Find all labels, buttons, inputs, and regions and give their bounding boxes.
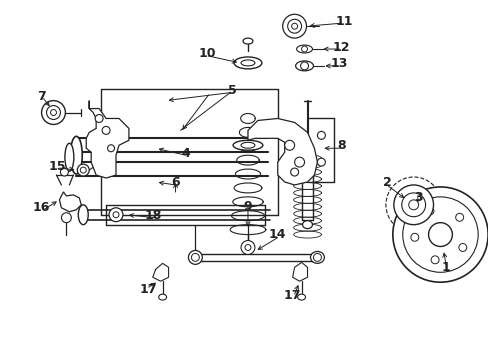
Text: 2: 2 <box>383 176 392 189</box>
Text: 17: 17 <box>284 289 301 302</box>
Ellipse shape <box>241 142 255 148</box>
Circle shape <box>192 253 199 261</box>
Text: 8: 8 <box>337 139 345 152</box>
Ellipse shape <box>241 60 255 66</box>
Circle shape <box>292 23 297 29</box>
Circle shape <box>109 208 123 222</box>
Ellipse shape <box>302 221 313 229</box>
Circle shape <box>50 109 56 116</box>
Circle shape <box>314 253 321 261</box>
Circle shape <box>60 168 69 176</box>
Ellipse shape <box>189 251 202 264</box>
Ellipse shape <box>296 45 313 53</box>
Text: 16: 16 <box>33 201 50 214</box>
Circle shape <box>459 243 467 251</box>
Circle shape <box>80 167 86 173</box>
Text: 10: 10 <box>198 48 216 60</box>
Circle shape <box>402 193 426 217</box>
Text: 12: 12 <box>333 41 350 54</box>
Circle shape <box>429 223 452 247</box>
Text: 13: 13 <box>331 57 348 71</box>
Ellipse shape <box>297 294 306 300</box>
Text: 18: 18 <box>145 209 162 222</box>
Circle shape <box>318 131 325 139</box>
Circle shape <box>42 100 65 125</box>
Ellipse shape <box>295 61 314 71</box>
Polygon shape <box>293 262 308 281</box>
Text: 11: 11 <box>336 15 353 28</box>
Text: 9: 9 <box>244 200 252 213</box>
Circle shape <box>301 46 308 52</box>
Text: 1: 1 <box>442 261 451 274</box>
Circle shape <box>393 187 488 282</box>
Text: 5: 5 <box>228 84 237 97</box>
Circle shape <box>108 145 115 152</box>
Ellipse shape <box>65 143 74 171</box>
Circle shape <box>411 233 419 241</box>
Ellipse shape <box>159 294 167 300</box>
Circle shape <box>291 168 298 176</box>
Circle shape <box>288 19 301 33</box>
Circle shape <box>403 197 478 272</box>
Circle shape <box>113 212 119 218</box>
Circle shape <box>294 157 305 167</box>
Circle shape <box>102 126 110 134</box>
Text: 17: 17 <box>140 283 157 296</box>
Polygon shape <box>59 192 81 212</box>
Circle shape <box>245 244 251 251</box>
Ellipse shape <box>243 38 253 44</box>
Circle shape <box>241 240 255 255</box>
Ellipse shape <box>244 244 252 251</box>
Circle shape <box>394 185 434 225</box>
Polygon shape <box>153 264 169 281</box>
Polygon shape <box>86 100 129 178</box>
Ellipse shape <box>71 136 82 174</box>
Circle shape <box>285 140 294 150</box>
Circle shape <box>95 114 103 122</box>
Circle shape <box>431 256 439 264</box>
Circle shape <box>426 207 434 215</box>
Text: 15: 15 <box>49 159 66 172</box>
Circle shape <box>47 105 60 120</box>
Circle shape <box>409 200 418 210</box>
Circle shape <box>318 158 325 166</box>
Ellipse shape <box>233 140 263 150</box>
Ellipse shape <box>78 205 88 225</box>
Circle shape <box>456 213 464 221</box>
Text: 6: 6 <box>171 176 180 189</box>
Circle shape <box>283 14 307 38</box>
Ellipse shape <box>234 57 262 69</box>
Circle shape <box>77 164 89 176</box>
Text: 14: 14 <box>269 228 287 241</box>
Text: 4: 4 <box>181 147 190 160</box>
Circle shape <box>61 213 72 223</box>
Ellipse shape <box>311 251 324 264</box>
Text: 3: 3 <box>415 192 423 204</box>
Text: 7: 7 <box>37 90 46 103</box>
Polygon shape <box>248 118 318 185</box>
Circle shape <box>300 62 309 70</box>
